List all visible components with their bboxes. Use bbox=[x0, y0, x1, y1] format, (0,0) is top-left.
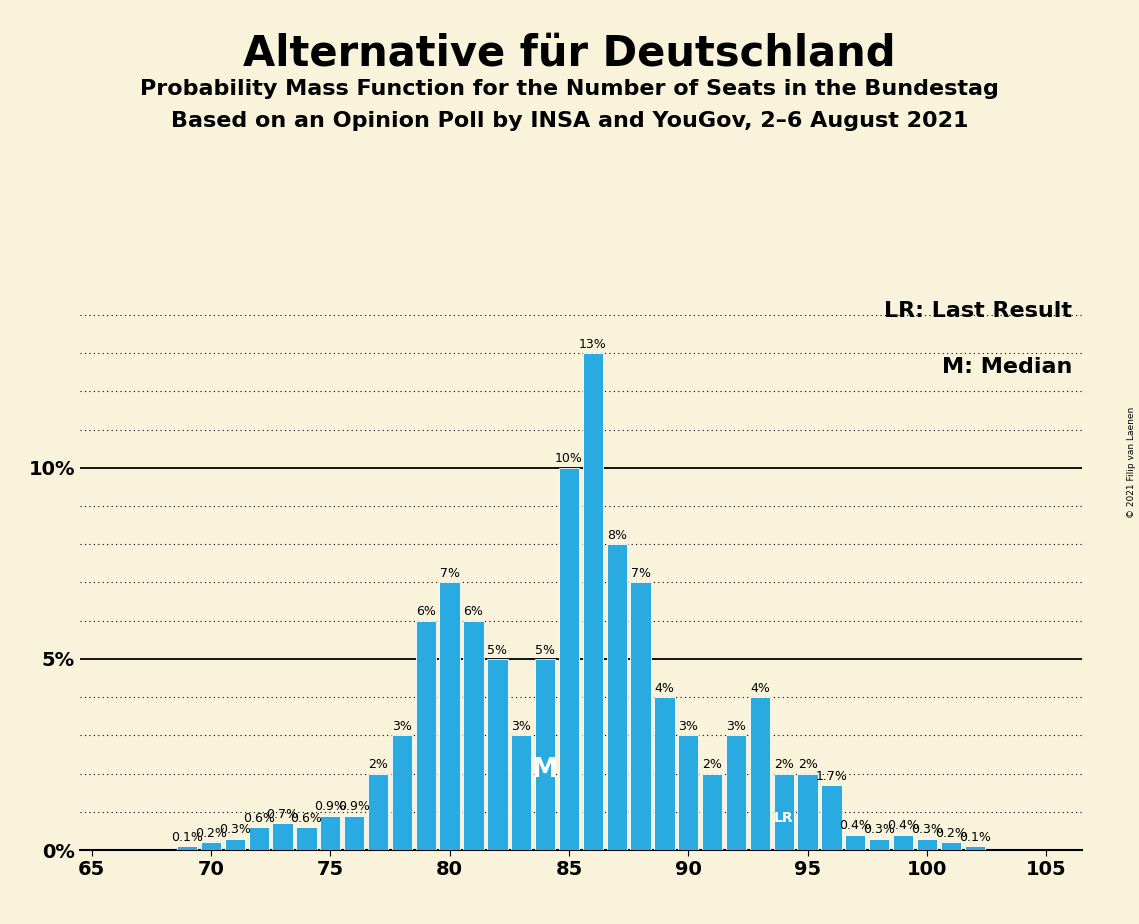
Text: 0.1%: 0.1% bbox=[171, 831, 203, 844]
Text: 4%: 4% bbox=[749, 682, 770, 695]
Text: 8%: 8% bbox=[607, 529, 626, 541]
Bar bbox=[344, 816, 364, 850]
Bar bbox=[917, 839, 937, 850]
Bar bbox=[559, 468, 579, 850]
Text: 10%: 10% bbox=[555, 453, 583, 466]
Text: 4%: 4% bbox=[655, 682, 674, 695]
Bar bbox=[464, 621, 484, 850]
Bar bbox=[392, 736, 412, 850]
Text: 5%: 5% bbox=[487, 644, 507, 657]
Text: 0.6%: 0.6% bbox=[290, 812, 322, 825]
Bar bbox=[248, 827, 269, 850]
Text: 7%: 7% bbox=[631, 567, 650, 580]
Text: 0.3%: 0.3% bbox=[863, 823, 895, 836]
Text: 0.1%: 0.1% bbox=[959, 831, 991, 844]
Text: 0.2%: 0.2% bbox=[195, 827, 227, 840]
Text: 0.3%: 0.3% bbox=[911, 823, 943, 836]
Text: 0.3%: 0.3% bbox=[219, 823, 251, 836]
Bar bbox=[797, 773, 818, 850]
Bar bbox=[535, 659, 555, 850]
Bar bbox=[845, 834, 866, 850]
Text: 6%: 6% bbox=[464, 605, 483, 618]
Text: 0.4%: 0.4% bbox=[887, 820, 919, 833]
Text: 13%: 13% bbox=[579, 338, 607, 351]
Bar bbox=[368, 773, 388, 850]
Bar bbox=[726, 736, 746, 850]
Bar bbox=[678, 736, 698, 850]
Text: LR: LR bbox=[773, 811, 794, 825]
Text: 2%: 2% bbox=[703, 759, 722, 772]
Bar bbox=[511, 736, 532, 850]
Bar bbox=[416, 621, 436, 850]
Bar bbox=[749, 697, 770, 850]
Text: © 2021 Filip van Laenen: © 2021 Filip van Laenen bbox=[1126, 407, 1136, 517]
Text: 5%: 5% bbox=[535, 644, 555, 657]
Text: 3%: 3% bbox=[392, 720, 412, 733]
Bar bbox=[607, 544, 626, 850]
Bar bbox=[272, 823, 293, 850]
Bar bbox=[296, 827, 317, 850]
Text: 7%: 7% bbox=[440, 567, 460, 580]
Text: M: Median: M: Median bbox=[942, 357, 1072, 377]
Text: Alternative für Deutschland: Alternative für Deutschland bbox=[244, 32, 895, 74]
Bar bbox=[200, 843, 221, 850]
Text: 3%: 3% bbox=[511, 720, 531, 733]
Text: Based on an Opinion Poll by INSA and YouGov, 2–6 August 2021: Based on an Opinion Poll by INSA and You… bbox=[171, 111, 968, 131]
Text: M: M bbox=[532, 757, 558, 783]
Bar bbox=[440, 582, 460, 850]
Text: 0.9%: 0.9% bbox=[338, 800, 370, 813]
Text: 2%: 2% bbox=[368, 759, 388, 772]
Text: LR: Last Result: LR: Last Result bbox=[884, 301, 1072, 322]
Text: 6%: 6% bbox=[416, 605, 436, 618]
Bar bbox=[654, 697, 674, 850]
Text: 3%: 3% bbox=[679, 720, 698, 733]
Text: 0.2%: 0.2% bbox=[935, 827, 967, 840]
Bar bbox=[320, 816, 341, 850]
Bar bbox=[773, 773, 794, 850]
Bar bbox=[177, 846, 197, 850]
Bar bbox=[630, 582, 650, 850]
Bar bbox=[893, 834, 913, 850]
Bar bbox=[941, 843, 961, 850]
Text: Probability Mass Function for the Number of Seats in the Bundestag: Probability Mass Function for the Number… bbox=[140, 79, 999, 99]
Bar bbox=[965, 846, 985, 850]
Bar bbox=[869, 839, 890, 850]
Text: 2%: 2% bbox=[773, 759, 794, 772]
Bar bbox=[487, 659, 508, 850]
Text: 2%: 2% bbox=[797, 759, 818, 772]
Text: 0.6%: 0.6% bbox=[243, 812, 274, 825]
Bar bbox=[821, 785, 842, 850]
Text: 1.7%: 1.7% bbox=[816, 770, 847, 783]
Bar bbox=[583, 353, 603, 850]
Text: 0.7%: 0.7% bbox=[267, 808, 298, 821]
Text: 0.9%: 0.9% bbox=[314, 800, 346, 813]
Bar bbox=[702, 773, 722, 850]
Text: 0.4%: 0.4% bbox=[839, 820, 871, 833]
Bar bbox=[224, 839, 245, 850]
Text: 3%: 3% bbox=[726, 720, 746, 733]
